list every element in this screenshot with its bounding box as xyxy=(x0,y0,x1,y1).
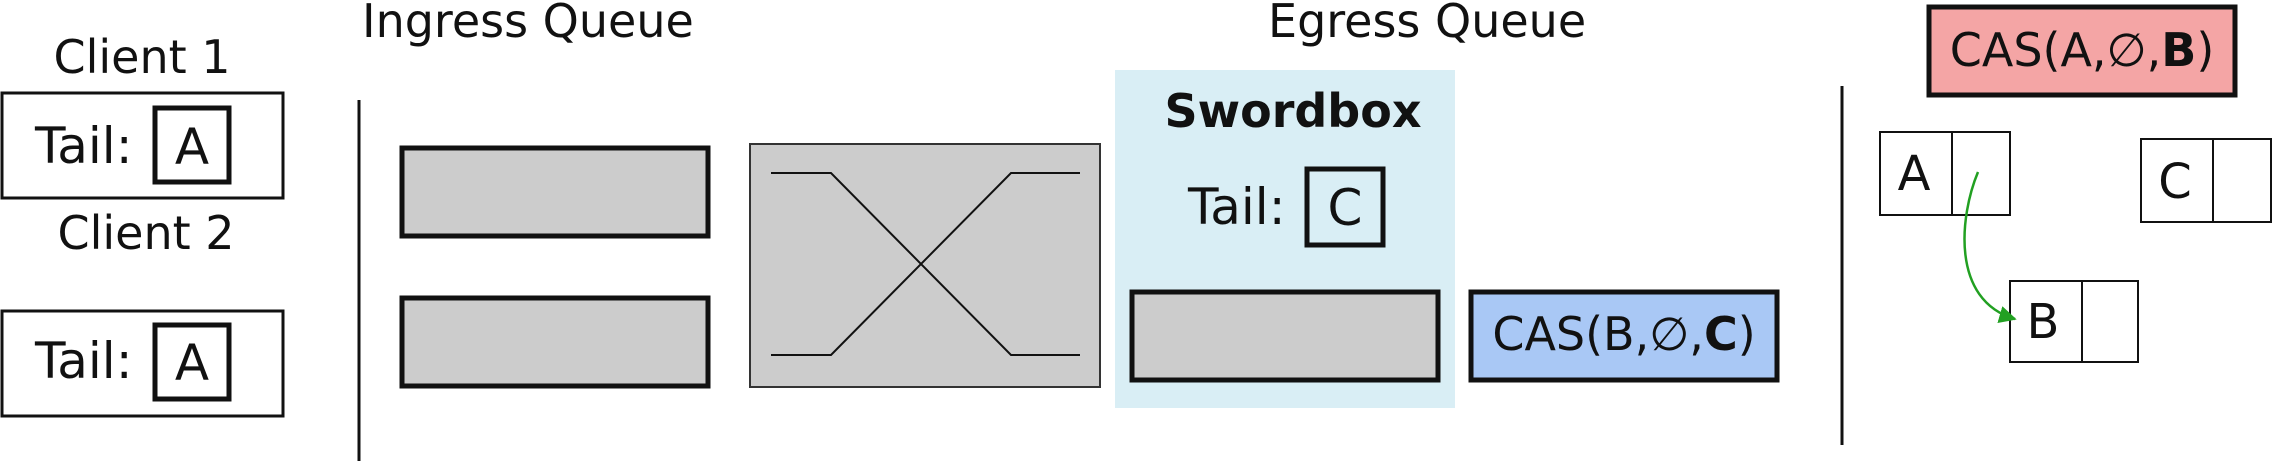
swordbox-tail-box xyxy=(1304,166,1386,248)
egress-cas-prefix: CAS(B,∅, xyxy=(1492,307,1704,361)
pointer-arrow-a-to-b xyxy=(1963,171,2017,323)
crossbar-path-up xyxy=(771,172,1080,356)
crossbar-switch xyxy=(749,143,1101,388)
node-a-box xyxy=(1879,131,2011,216)
node-b-box xyxy=(2009,280,2139,363)
egress-cas-suffix: ) xyxy=(1738,307,1756,361)
node-a: A xyxy=(1879,131,2011,216)
ingress-queue-1 xyxy=(399,145,711,239)
client-2-tail-value: A xyxy=(175,334,209,392)
swordbox-title: Swordbox xyxy=(1164,84,1421,138)
client-1-title: Client 1 xyxy=(53,30,230,84)
client-1: Client 1 Tail: A xyxy=(0,30,285,200)
node-c-box xyxy=(2140,138,2272,223)
crossbar-box xyxy=(749,143,1101,388)
node-b: B xyxy=(2009,280,2139,363)
ingress-queue-2 xyxy=(399,295,711,389)
client-2: Client 2 Tail: A xyxy=(0,206,285,418)
swordbox-tail-value: C xyxy=(1328,179,1363,237)
egress-cas-text: CAS(B,∅,C) xyxy=(1492,307,1755,361)
client-1-tail-label: Tail: xyxy=(34,117,133,175)
egress-queue-heading: Egress Queue xyxy=(1268,0,1586,48)
egress-cas-message: CAS(B,∅,C) xyxy=(1468,289,1780,383)
swordbox: Swordbox Tail: C xyxy=(1115,70,1455,408)
egress-cas-bold: C xyxy=(1704,307,1738,361)
node-b-label: B xyxy=(2027,294,2060,350)
node-a-label: A xyxy=(1898,146,1931,202)
client-2-tail-box xyxy=(152,322,232,402)
client-2-tail-label: Tail: xyxy=(34,332,133,390)
top-cas-suffix: ) xyxy=(2196,23,2214,77)
top-cas-message: CAS(A,∅,B) xyxy=(1926,4,2238,98)
client-2-box xyxy=(0,309,285,418)
top-cas-box xyxy=(1926,4,2238,98)
top-cas-text: CAS(A,∅,B) xyxy=(1950,23,2215,77)
node-c-label: C xyxy=(2158,154,2192,210)
ingress-queue-heading: Ingress Queue xyxy=(362,0,694,48)
client-1-tail-box xyxy=(152,105,232,185)
node-c: C xyxy=(2140,138,2272,223)
swordbox-tail-label: Tail: xyxy=(1187,178,1286,236)
client-1-box xyxy=(0,91,285,200)
client-1-tail-value: A xyxy=(175,118,209,176)
top-cas-bold: B xyxy=(2161,23,2196,77)
client-2-title: Client 2 xyxy=(57,206,234,260)
swordbox-queue xyxy=(1129,289,1441,383)
top-cas-prefix: CAS(A,∅, xyxy=(1950,23,2162,77)
egress-cas-box xyxy=(1468,289,1780,383)
